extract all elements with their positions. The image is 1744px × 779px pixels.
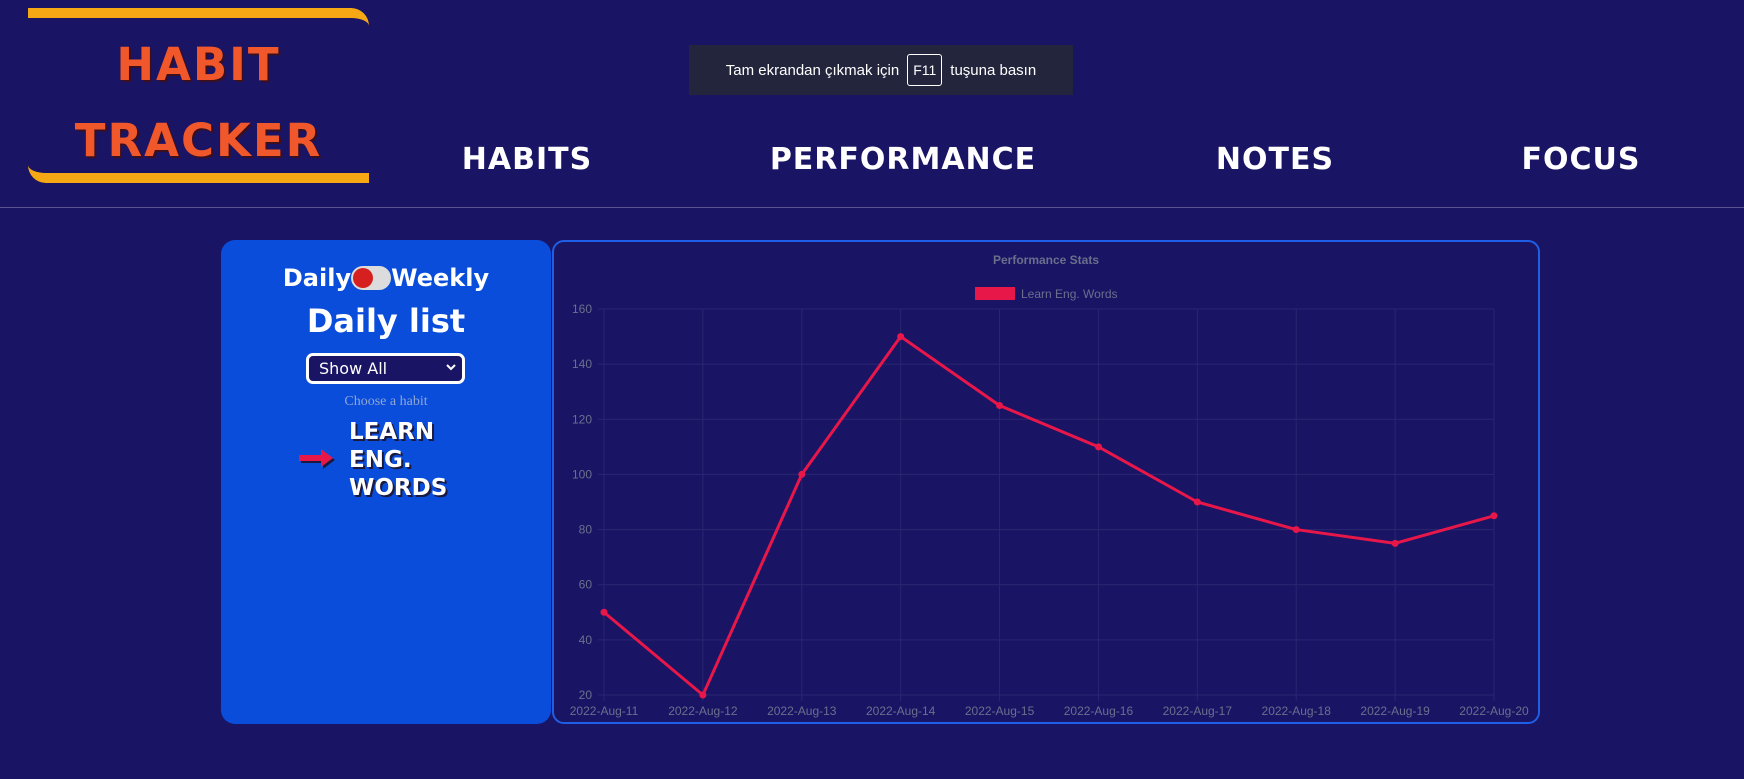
daily-weekly-toggle-row: Daily Weekly bbox=[221, 264, 551, 292]
x-tick-label: 2022-Aug-15 bbox=[965, 704, 1035, 718]
x-tick-label: 2022-Aug-11 bbox=[570, 704, 639, 718]
choose-habit-hint: Choose a habit bbox=[344, 394, 428, 409]
logo-title-line-1: HABIT bbox=[116, 38, 281, 91]
data-point bbox=[798, 470, 806, 478]
y-tick-label: 60 bbox=[579, 578, 593, 592]
habit-list-panel: Daily Weekly Daily list Show All Choose … bbox=[221, 240, 551, 724]
notice-text-before: Tam ekrandan çıkmak için bbox=[725, 61, 900, 79]
f11-key-badge: F11 bbox=[907, 54, 943, 86]
logo-title-line-2: TRACKER bbox=[74, 114, 323, 167]
data-point bbox=[1391, 539, 1399, 547]
x-tick-label: 2022-Aug-19 bbox=[1360, 704, 1430, 718]
header-divider bbox=[0, 207, 1744, 208]
data-point bbox=[1193, 498, 1201, 506]
filter-selected-value: Show All bbox=[319, 359, 388, 378]
daily-weekly-switch[interactable] bbox=[351, 266, 392, 290]
y-tick-label: 20 bbox=[579, 688, 593, 702]
data-point bbox=[600, 608, 608, 616]
performance-chart: Performance Stats Learn Eng. Words 20 40 60 8… bbox=[570, 253, 1529, 718]
habit-label-line: ENG. bbox=[349, 447, 412, 473]
series-line bbox=[603, 334, 1495, 698]
legend-swatch bbox=[975, 287, 1015, 300]
arrow-right-icon bbox=[297, 446, 339, 474]
habit-label: LEARN ENG. WORDS bbox=[349, 418, 459, 502]
nav-habits[interactable]: HABITS bbox=[461, 142, 593, 177]
data-point bbox=[1292, 526, 1300, 534]
habit-filter-select[interactable]: Show All bbox=[306, 353, 465, 384]
y-tick-label: 80 bbox=[579, 523, 593, 537]
chart-title: Performance Stats bbox=[993, 253, 1099, 267]
chevron-down-icon bbox=[446, 361, 456, 375]
x-tick-label: 2022-Aug-14 bbox=[866, 704, 936, 718]
data-point bbox=[1094, 443, 1102, 451]
notice-text-after: tuşuna basın bbox=[950, 61, 1037, 79]
data-point bbox=[996, 402, 1004, 409]
nav-notes[interactable]: NOTES bbox=[1215, 142, 1335, 177]
list-title: Daily list bbox=[306, 302, 466, 340]
performance-chart-panel: Performance Stats Learn Eng. Words 20 40 60 8… bbox=[552, 240, 1540, 724]
toggle-label-weekly: Weekly bbox=[391, 264, 490, 292]
x-tick-label: 2022-Aug-12 bbox=[668, 704, 738, 718]
x-tick-label: 2022-Aug-13 bbox=[767, 704, 837, 718]
habit-label-line: LEARN bbox=[349, 419, 435, 445]
data-point bbox=[1490, 512, 1498, 520]
y-tick-label: 40 bbox=[579, 633, 593, 647]
y-tick-label: 160 bbox=[572, 302, 592, 316]
x-tick-label: 2022-Aug-18 bbox=[1262, 704, 1332, 718]
habit-label-line: WORDS bbox=[349, 475, 448, 501]
x-tick-label: 2022-Aug-20 bbox=[1459, 704, 1529, 718]
y-tick-label: 120 bbox=[572, 412, 592, 426]
legend-label: Learn Eng. Words bbox=[1021, 287, 1118, 301]
y-tick-label: 140 bbox=[572, 357, 592, 371]
x-tick-label: 2022-Aug-17 bbox=[1163, 704, 1233, 718]
nav-focus[interactable]: FOCUS bbox=[1521, 142, 1641, 177]
x-tick-label: 2022-Aug-16 bbox=[1064, 704, 1134, 718]
y-tick-label: 100 bbox=[572, 467, 592, 481]
switch-knob bbox=[353, 268, 374, 288]
habit-item[interactable]: LEARN ENG. WORDS bbox=[297, 418, 459, 502]
app-logo[interactable]: HABIT TRACKER bbox=[28, 8, 369, 183]
nav-performance[interactable]: PERFORMANCE bbox=[769, 142, 1037, 177]
toggle-label-daily: Daily bbox=[282, 264, 352, 292]
data-point bbox=[897, 333, 905, 341]
fullscreen-exit-notice: Tam ekrandan çıkmak için F11 tuşuna bası… bbox=[689, 45, 1073, 95]
data-point bbox=[699, 691, 707, 699]
